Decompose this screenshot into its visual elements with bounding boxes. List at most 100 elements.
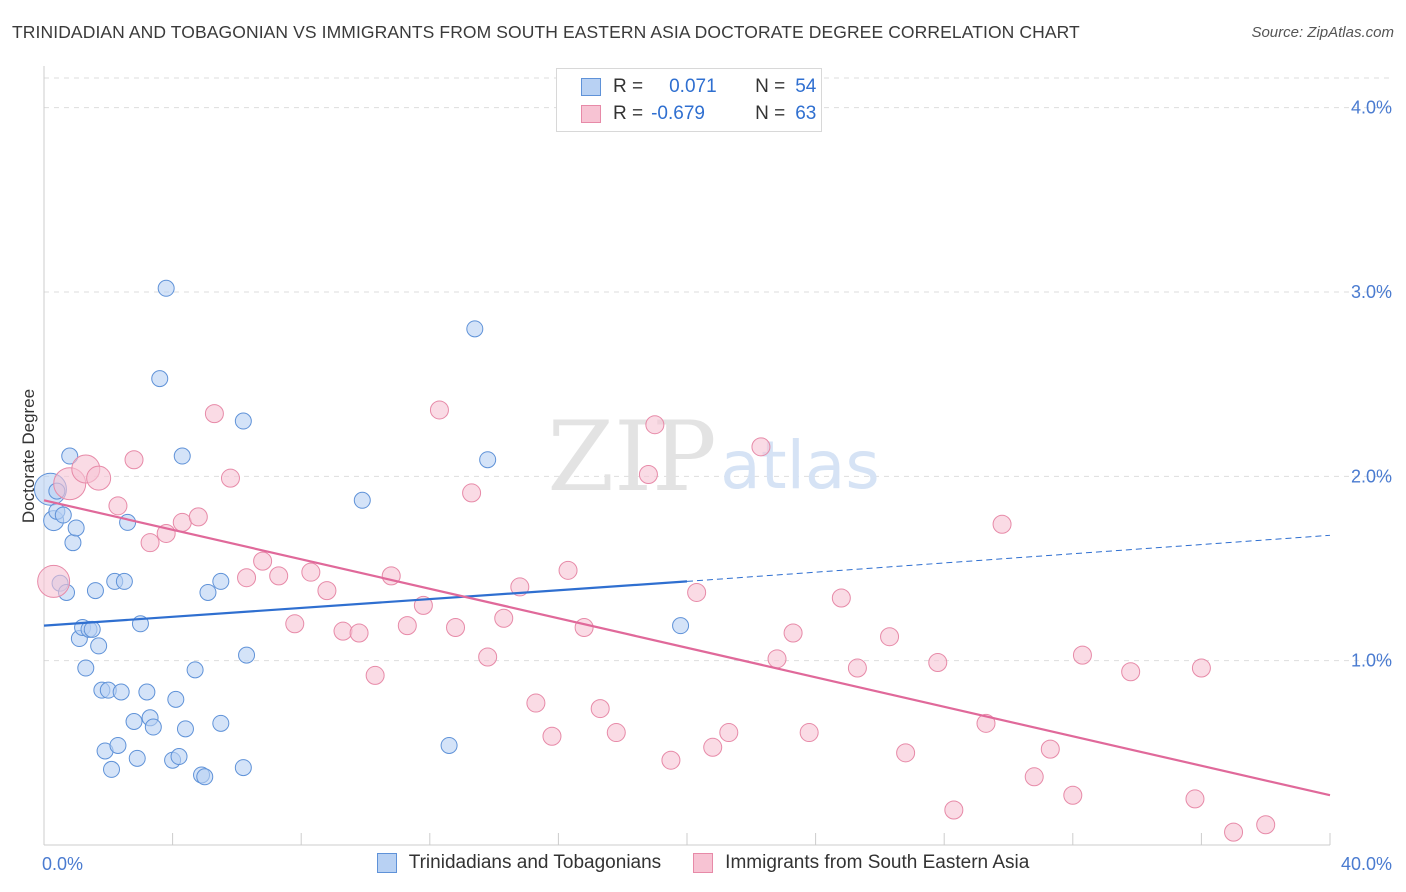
sea-immigrant-point — [590, 699, 610, 719]
trinidadian-point — [234, 759, 252, 777]
sea-immigrant-point — [37, 564, 71, 598]
trinidadian-point — [157, 279, 175, 297]
trinidadian-point — [186, 661, 204, 679]
trinidadian-point — [196, 768, 214, 786]
sea-immigrant-point — [1024, 767, 1044, 787]
legend-r-value: 0.071 — [669, 76, 717, 97]
watermark-atlas: atlas — [720, 427, 880, 504]
sea-immigrant-point — [124, 450, 144, 470]
legend-swatch-blue — [581, 78, 601, 96]
legend-r-value: -0.679 — [651, 103, 705, 124]
trinidadian-point — [176, 720, 194, 738]
sea-immigrant-point — [397, 616, 417, 636]
sea-immigrant-point — [847, 658, 867, 678]
axis-layer: 1.0% 2.0% 3.0% 4.0% 0.0% 40.0% — [42, 66, 1392, 874]
sea-immigrant-point — [349, 623, 369, 643]
sea-immigrant-point — [767, 649, 787, 669]
legend-n-label: N = — [755, 103, 786, 124]
points-layer — [33, 279, 1276, 842]
series-legend-label: Trinidadians and Tobagonians — [408, 852, 662, 873]
sea-immigrant-point — [220, 468, 240, 488]
sea-immigrant-point — [719, 723, 739, 743]
watermark: ZIP atlas — [547, 401, 879, 513]
trinidadian-point — [466, 320, 484, 338]
chart-source: Source: ZipAtlas.com — [1251, 24, 1394, 41]
trinidadian-point — [440, 736, 458, 754]
sea-immigrant-point — [645, 415, 665, 435]
trinidadian-point — [138, 683, 156, 701]
trinidadian-point — [119, 513, 137, 531]
series-swatch-blue — [376, 853, 397, 873]
sea-immigrant-point — [269, 566, 289, 586]
sea-immigrant-point — [253, 551, 273, 571]
trinidadian-point — [672, 617, 690, 635]
series-legend-item-sea: Immigrants from South Eastern Asia — [693, 852, 1029, 874]
sea-immigrant-point — [1256, 815, 1276, 835]
sea-immigrant-point — [896, 743, 916, 763]
sea-immigrant-point — [542, 726, 562, 746]
sea-immigrant-point — [976, 713, 996, 733]
trinidadian-point — [170, 748, 188, 766]
y-axis-label: Doctorate Degree — [19, 389, 38, 523]
sea-immigrant-point — [301, 562, 321, 582]
trinidadian-point — [128, 749, 146, 767]
sea-immigrant-point — [831, 588, 851, 608]
legend-n-value: 54 — [795, 76, 817, 97]
chart-title: TRINIDADIAN AND TOBAGONIAN VS IMMIGRANTS… — [12, 22, 1080, 42]
sea-immigrant-point — [317, 581, 337, 601]
sea-immigrant-point — [1191, 658, 1211, 678]
trinidadian-point — [353, 491, 371, 509]
trinidadian-point — [115, 572, 133, 590]
trinidadian-point — [199, 583, 217, 601]
y-tick-label: 1.0% — [1351, 651, 1392, 671]
sea-immigrant-point — [638, 464, 658, 484]
trinidadian-point — [77, 659, 95, 677]
trinidadian-point — [212, 572, 230, 590]
sea-immigrant-point — [558, 560, 578, 580]
trinidadian-point — [61, 447, 79, 465]
trinidadian-point — [479, 451, 497, 469]
trinidadian-point — [54, 506, 72, 524]
sea-immigrant-point — [1063, 785, 1083, 805]
trinidadian-point — [144, 718, 162, 736]
sea-immigrant-point — [944, 800, 964, 820]
sea-immigrant-point — [237, 568, 257, 588]
sea-immigrant-point — [928, 653, 948, 673]
legend-row-trinidadian: R = 0.071 N = 54 — [581, 76, 816, 98]
trinidadian-point — [212, 714, 230, 732]
y-tick-label: 2.0% — [1351, 466, 1392, 486]
legend-n-value: 63 — [795, 103, 817, 124]
sea-immigrant-point — [661, 750, 681, 770]
legend-swatch-pink — [581, 105, 601, 123]
sea-immigrant-point — [188, 507, 208, 527]
series-legend-label: Immigrants from South Eastern Asia — [725, 852, 1030, 873]
trend-layer — [43, 499, 1331, 797]
sea-immigrant-point — [1224, 822, 1244, 842]
sea-immigrant-point — [687, 582, 707, 602]
series-legend: Trinidadians and Tobagonians Immigrants … — [0, 852, 1406, 874]
sea-immigrant-point — [140, 533, 160, 553]
trinidadian-point — [67, 519, 85, 537]
sea-immigrant-point — [751, 437, 771, 457]
y-tick-label: 3.0% — [1351, 282, 1392, 302]
sea-immigrant-point — [703, 737, 723, 757]
trinidadian-trend-extension — [686, 534, 1331, 582]
sea-immigrant-point — [365, 665, 385, 685]
trinidadian-point — [103, 760, 121, 778]
sea-immigrant-point — [446, 617, 466, 637]
series-swatch-pink — [693, 853, 714, 873]
sea-immigrant-point — [880, 627, 900, 647]
trinidadian-point — [112, 683, 130, 701]
correlation-legend: R = 0.071 N = 54 R = -0.679 N = 63 — [556, 68, 822, 132]
sea-immigrant-point — [333, 621, 353, 641]
sea-immigrant-point — [606, 723, 626, 743]
trinidadian-point — [109, 736, 127, 754]
trinidadian-point — [238, 646, 256, 664]
sea-immigrant-point — [86, 465, 112, 491]
sea-immigrant-point — [429, 400, 449, 420]
trinidadian-point — [125, 712, 143, 730]
sea-immigrant-point — [1072, 645, 1092, 665]
sea-immigrant-point — [494, 608, 514, 628]
sea-immigrant-point — [526, 693, 546, 713]
trinidadian-point — [90, 637, 108, 655]
